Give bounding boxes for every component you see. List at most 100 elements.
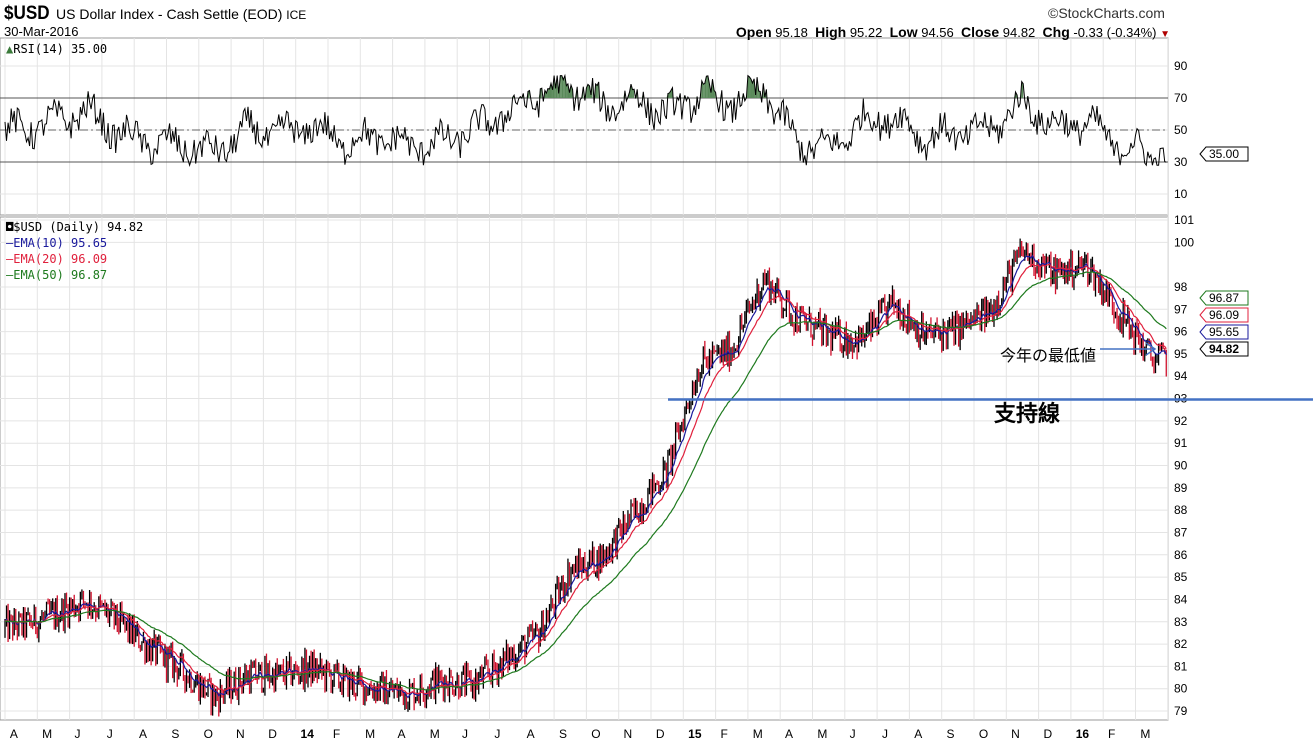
x-tick-label: A (139, 727, 147, 741)
open-label: Open (735, 24, 772, 40)
price-tick-label: 101 (1174, 213, 1194, 227)
x-tick-label: M (817, 727, 827, 741)
price-tick-label: 79 (1174, 704, 1188, 718)
rsi-overbought-fill (571, 84, 573, 98)
rsi-overbought-fill (544, 90, 547, 98)
rsi-overbought-fill (749, 76, 751, 98)
rsi-legend: ▲RSI(14) 35.00 (6, 42, 107, 56)
rsi-tick-label: 10 (1174, 187, 1188, 201)
x-tick-label: N (236, 727, 245, 741)
chart-date: 30-Mar-2016 (4, 24, 79, 39)
price-tick-label: 86 (1174, 548, 1188, 562)
candle-icon: ◘ (6, 220, 14, 234)
x-tick-label: 16 (1076, 727, 1090, 741)
rsi-overbought-fill (561, 75, 564, 98)
low-value: 94.56 (921, 25, 954, 40)
rsi-current-tag-frame (1199, 146, 1249, 162)
x-tick-label: D (656, 727, 665, 741)
x-tick-label: J (882, 727, 888, 741)
ema20-line (4, 263, 1167, 695)
x-tick-label: J (74, 727, 80, 741)
price-legend-text: $USD (Daily) 94.82 (13, 220, 144, 234)
close-tag: 94.82 (1209, 342, 1239, 356)
rsi-overbought-fill (1021, 81, 1024, 98)
rsi-line (4, 73, 1167, 167)
x-tick-label: S (947, 727, 955, 741)
price-tick-label: 95 (1174, 347, 1188, 361)
rsi-overbought-fill (560, 75, 562, 98)
price-tick-label: 89 (1174, 481, 1188, 495)
rsi-overbought-fill (747, 75, 750, 98)
price-tick-label: 88 (1174, 503, 1188, 517)
rsi-panel-frame (0, 37, 1169, 216)
ema50-text: EMA(50) 96.87 (13, 268, 108, 282)
exchange: ICE (286, 8, 307, 22)
ema50-line (4, 271, 1167, 691)
rsi-overbought-fill (703, 83, 705, 98)
x-tick-label: J (462, 727, 468, 741)
ema10-tag-frame (1199, 324, 1249, 340)
ema10-legend: —EMA(10) 95.65 (6, 236, 108, 250)
ema20-legend: —EMA(20) 96.09 (6, 252, 108, 266)
x-tick-label: M (365, 727, 375, 741)
x-tick-label: J (494, 727, 500, 741)
ema10-line (4, 254, 1167, 699)
x-tick-label: 15 (688, 727, 702, 741)
price-legend: ◘$USD (Daily) 94.82 (6, 220, 143, 234)
price-tick-label: 94 (1174, 369, 1188, 383)
brand: ©StockCharts.com (1048, 5, 1165, 21)
close-value: 94.82 (1002, 25, 1036, 40)
x-tick-label: O (204, 727, 213, 741)
title-text: US Dollar Index - Cash Settle (EOD) (56, 6, 283, 22)
chg-value: -0.33 (-0.34%) (1073, 25, 1157, 40)
rsi-overbought-fill (750, 79, 753, 98)
support-annotation: 支持線 (994, 401, 1061, 426)
ohlc-readout: Open 95.18 High 95.22 Low 94.56 Close 94… (736, 24, 1170, 40)
close-tag-frame (1199, 341, 1249, 357)
x-tick-label: M (1140, 727, 1150, 741)
rsi-overbought-fill (752, 78, 755, 98)
x-tick-label: A (527, 727, 535, 741)
rsi-tick-label: 90 (1174, 59, 1188, 73)
x-tick-label: D (1043, 727, 1052, 741)
x-tick-label: A (785, 727, 793, 741)
price-tick-label: 97 (1174, 302, 1188, 316)
rsi-overbought-fill (595, 83, 598, 98)
symbol: $USD (4, 3, 50, 24)
price-tick-label: 87 (1174, 525, 1188, 539)
rsi-overbought-fill (701, 80, 704, 98)
price-tick-label: 82 (1174, 637, 1188, 651)
high-label: High (815, 24, 847, 40)
price-tick-label: 85 (1174, 570, 1188, 584)
ema50-tag: 96.87 (1209, 291, 1239, 305)
x-tick-label: M (42, 727, 52, 741)
price-tick-label: 92 (1174, 414, 1188, 428)
arrow-head-icon (1145, 342, 1157, 356)
ema10-tag: 95.65 (1209, 325, 1239, 339)
rsi-legend-text: RSI(14) 35.00 (13, 42, 108, 56)
year-low-annotation: 今年の最低値 (1000, 348, 1097, 365)
rsi-tick-label: 50 (1174, 123, 1188, 137)
rsi-overbought-fill (587, 84, 590, 98)
ema50-legend: —EMA(50) 96.87 (6, 268, 108, 282)
x-tick-label: J (107, 727, 113, 741)
chart-title: US Dollar Index - Cash Settle (EOD) ICE (56, 6, 306, 22)
price-tick-label: 90 (1174, 459, 1188, 473)
ema20-text: EMA(20) 96.09 (13, 252, 108, 266)
rsi-icon: ▲ (6, 42, 14, 56)
price-tick-label: 96 (1174, 325, 1188, 339)
x-tick-label: M (430, 727, 440, 741)
ema50-tag-frame (1199, 290, 1249, 306)
price-tick-label: 91 (1174, 436, 1188, 450)
x-tick-label: A (10, 727, 18, 741)
x-tick-label: F (333, 727, 340, 741)
rsi-overbought-fill (707, 75, 710, 98)
open-value: 95.18 (775, 25, 808, 40)
rsi-tick-label: 70 (1174, 91, 1188, 105)
ema20-tag-frame (1199, 307, 1249, 323)
ema20-tag: 96.09 (1209, 308, 1239, 322)
close-label: Close (961, 24, 1000, 40)
x-tick-label: D (268, 727, 277, 741)
rsi-overbought-fill (549, 83, 552, 98)
